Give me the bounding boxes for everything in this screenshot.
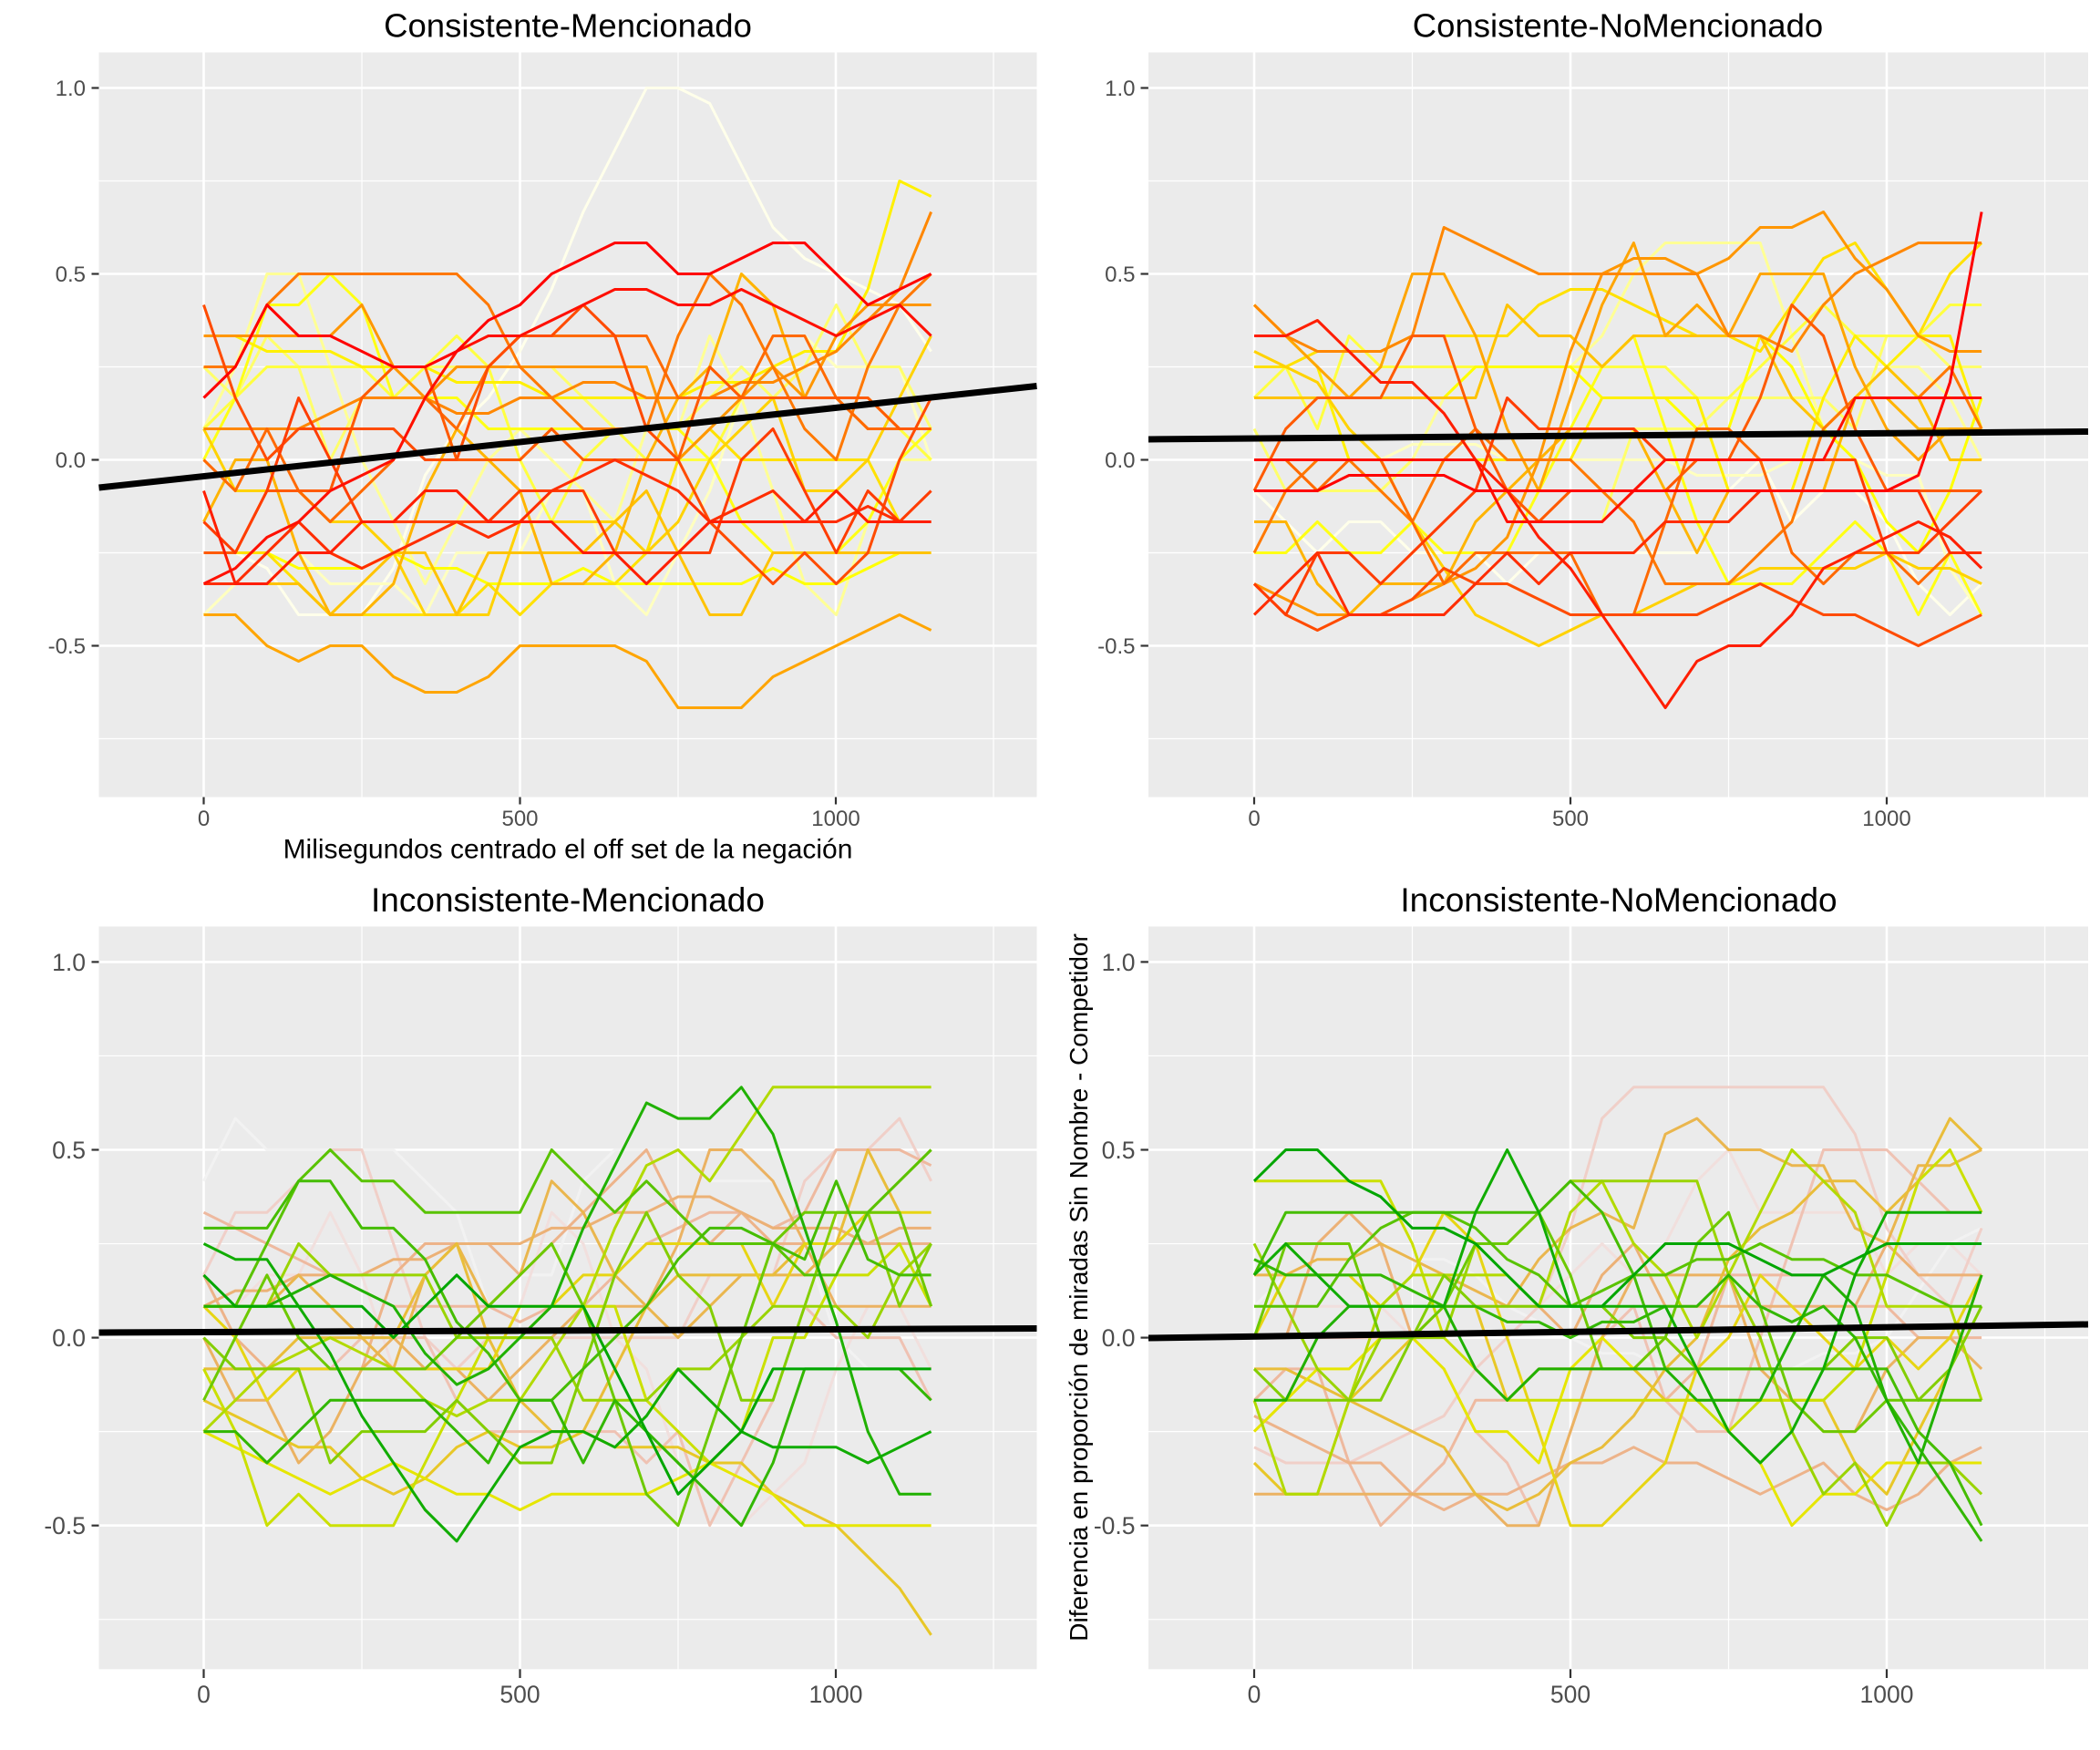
svg-text:Inconsistente-Mencionado: Inconsistente-Mencionado bbox=[371, 881, 765, 919]
svg-text:-0.5: -0.5 bbox=[48, 634, 86, 659]
svg-text:-0.5: -0.5 bbox=[44, 1512, 86, 1539]
svg-text:Milisegundos centrado el off s: Milisegundos centrado el off set de la n… bbox=[283, 835, 853, 865]
svg-text:1000: 1000 bbox=[1860, 1681, 1914, 1708]
svg-text:1000: 1000 bbox=[809, 1681, 863, 1708]
svg-text:1000: 1000 bbox=[811, 807, 860, 831]
svg-text:Diferencia en proporción de mi: Diferencia en proporción de miradas Sin … bbox=[1065, 933, 1093, 1642]
svg-text:0.0: 0.0 bbox=[1105, 448, 1135, 473]
svg-text:Consistente-Mencionado: Consistente-Mencionado bbox=[384, 7, 752, 45]
svg-text:0.5: 0.5 bbox=[1102, 1137, 1136, 1164]
svg-text:0: 0 bbox=[197, 1681, 211, 1708]
svg-text:-0.5: -0.5 bbox=[1097, 634, 1135, 659]
svg-text:Consistente-NoMencionado: Consistente-NoMencionado bbox=[1413, 7, 1823, 45]
svg-text:500: 500 bbox=[1552, 807, 1589, 831]
svg-text:0: 0 bbox=[1248, 807, 1260, 831]
svg-text:1.0: 1.0 bbox=[52, 949, 86, 976]
svg-text:0.0: 0.0 bbox=[56, 448, 86, 473]
svg-text:0.5: 0.5 bbox=[56, 262, 86, 287]
svg-text:0: 0 bbox=[198, 807, 210, 831]
svg-text:0.5: 0.5 bbox=[1105, 262, 1135, 287]
svg-text:500: 500 bbox=[1550, 1681, 1590, 1708]
svg-text:1.0: 1.0 bbox=[1102, 949, 1136, 976]
svg-text:1.0: 1.0 bbox=[56, 77, 86, 101]
svg-text:500: 500 bbox=[501, 807, 538, 831]
svg-text:0.5: 0.5 bbox=[52, 1137, 86, 1164]
svg-text:0.0: 0.0 bbox=[52, 1324, 86, 1352]
svg-text:0: 0 bbox=[1248, 1681, 1261, 1708]
svg-text:500: 500 bbox=[499, 1681, 540, 1708]
svg-text:1000: 1000 bbox=[1862, 807, 1910, 831]
svg-text:0.0: 0.0 bbox=[1102, 1324, 1136, 1352]
svg-text:1.0: 1.0 bbox=[1105, 77, 1135, 101]
svg-text:-0.5: -0.5 bbox=[1094, 1512, 1136, 1539]
svg-text:Inconsistente-NoMencionado: Inconsistente-NoMencionado bbox=[1400, 881, 1837, 919]
